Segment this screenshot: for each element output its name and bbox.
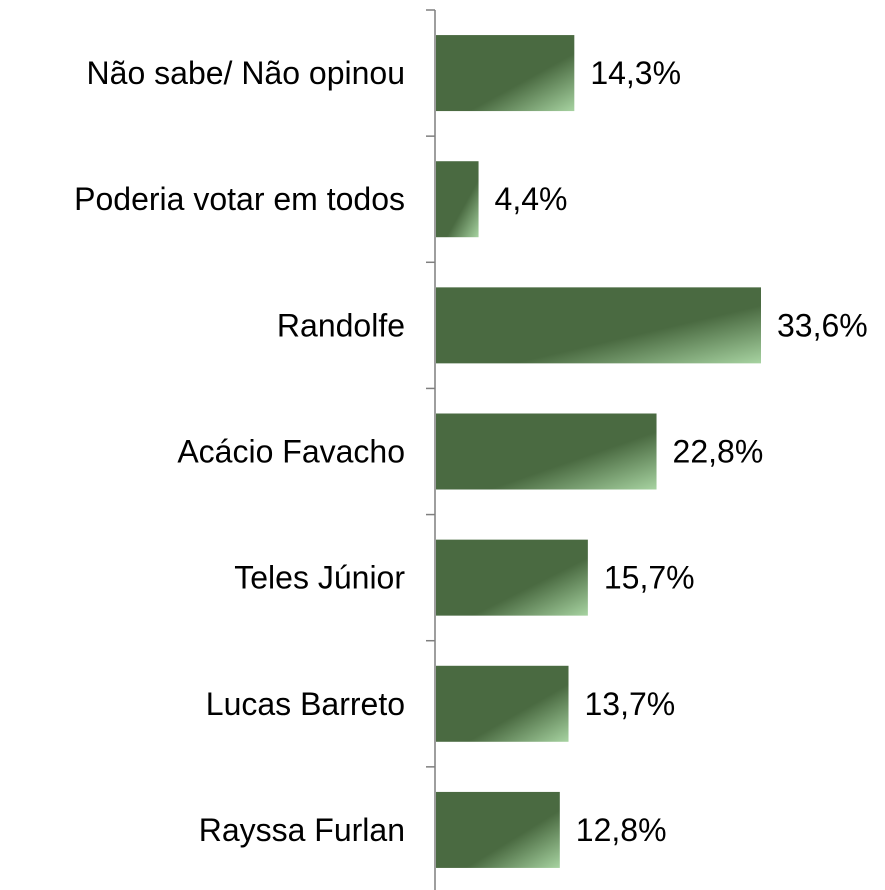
category-axis bbox=[426, 9, 436, 890]
category-label-2: Randolfe bbox=[277, 307, 405, 343]
category-label-3: Acácio Favacho bbox=[177, 434, 405, 470]
category-label-5: Lucas Barreto bbox=[206, 686, 405, 722]
labels-layer: Não sabe/ Não opinou 14,3% Poderia votar e… bbox=[74, 55, 868, 848]
bar-1 bbox=[436, 161, 479, 238]
bar-5 bbox=[436, 665, 569, 742]
bar-2 bbox=[436, 287, 761, 364]
value-label-3: 22,8% bbox=[673, 434, 764, 470]
value-label-1: 4,4% bbox=[495, 181, 568, 217]
value-label-4: 15,7% bbox=[604, 560, 695, 596]
bars-layer bbox=[436, 35, 761, 868]
category-label-1: Poderia votar em todos bbox=[74, 181, 405, 217]
value-label-5: 13,7% bbox=[585, 686, 676, 722]
category-label-0: Não sabe/ Não opinou bbox=[87, 55, 405, 91]
value-label-0: 14,3% bbox=[590, 55, 681, 91]
bar-4 bbox=[436, 539, 588, 616]
value-label-2: 33,6% bbox=[777, 307, 868, 343]
bar-6 bbox=[436, 791, 560, 868]
category-label-4: Teles Júnior bbox=[234, 560, 405, 596]
bar-3 bbox=[436, 413, 657, 490]
value-label-6: 12,8% bbox=[576, 812, 667, 848]
bar-0 bbox=[436, 35, 575, 112]
category-label-6: Rayssa Furlan bbox=[199, 812, 405, 848]
